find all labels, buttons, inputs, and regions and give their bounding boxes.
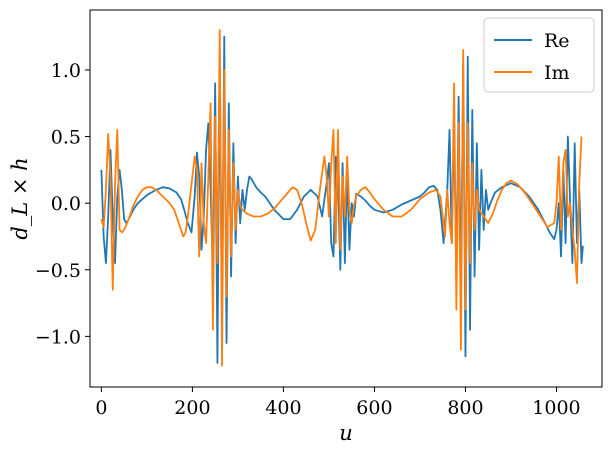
legend: Re Im — [483, 17, 595, 93]
x-tick-label: 0 — [95, 397, 107, 419]
x-tick-label: 400 — [265, 397, 301, 419]
x-tick-label: 800 — [447, 397, 483, 419]
y-tick-label: 0.5 — [51, 127, 81, 149]
legend-label-im: Im — [544, 62, 570, 84]
x-tick-label: 200 — [174, 397, 210, 419]
series-layer — [100, 29, 584, 367]
x-axis-title: u — [339, 421, 353, 445]
legend-label-re: Re — [544, 30, 570, 52]
axes-layer: 0 200 400 600 800 1000 −1.0 −0.5 0.0 0.5 1.0 — [35, 9, 603, 419]
y-tick-label: −1.0 — [35, 326, 81, 348]
axes-frame — [89, 9, 603, 388]
legend-box — [483, 17, 595, 93]
series-line-im — [100, 29, 583, 367]
y-tick-label: 0.0 — [51, 193, 81, 215]
y-tick-label: 1.0 — [51, 60, 81, 82]
y-tick-label: −0.5 — [35, 260, 81, 282]
x-tick-label: 1000 — [532, 397, 580, 419]
y-axis-title: d_L × h — [8, 157, 32, 239]
x-tick-label: 600 — [356, 397, 392, 419]
